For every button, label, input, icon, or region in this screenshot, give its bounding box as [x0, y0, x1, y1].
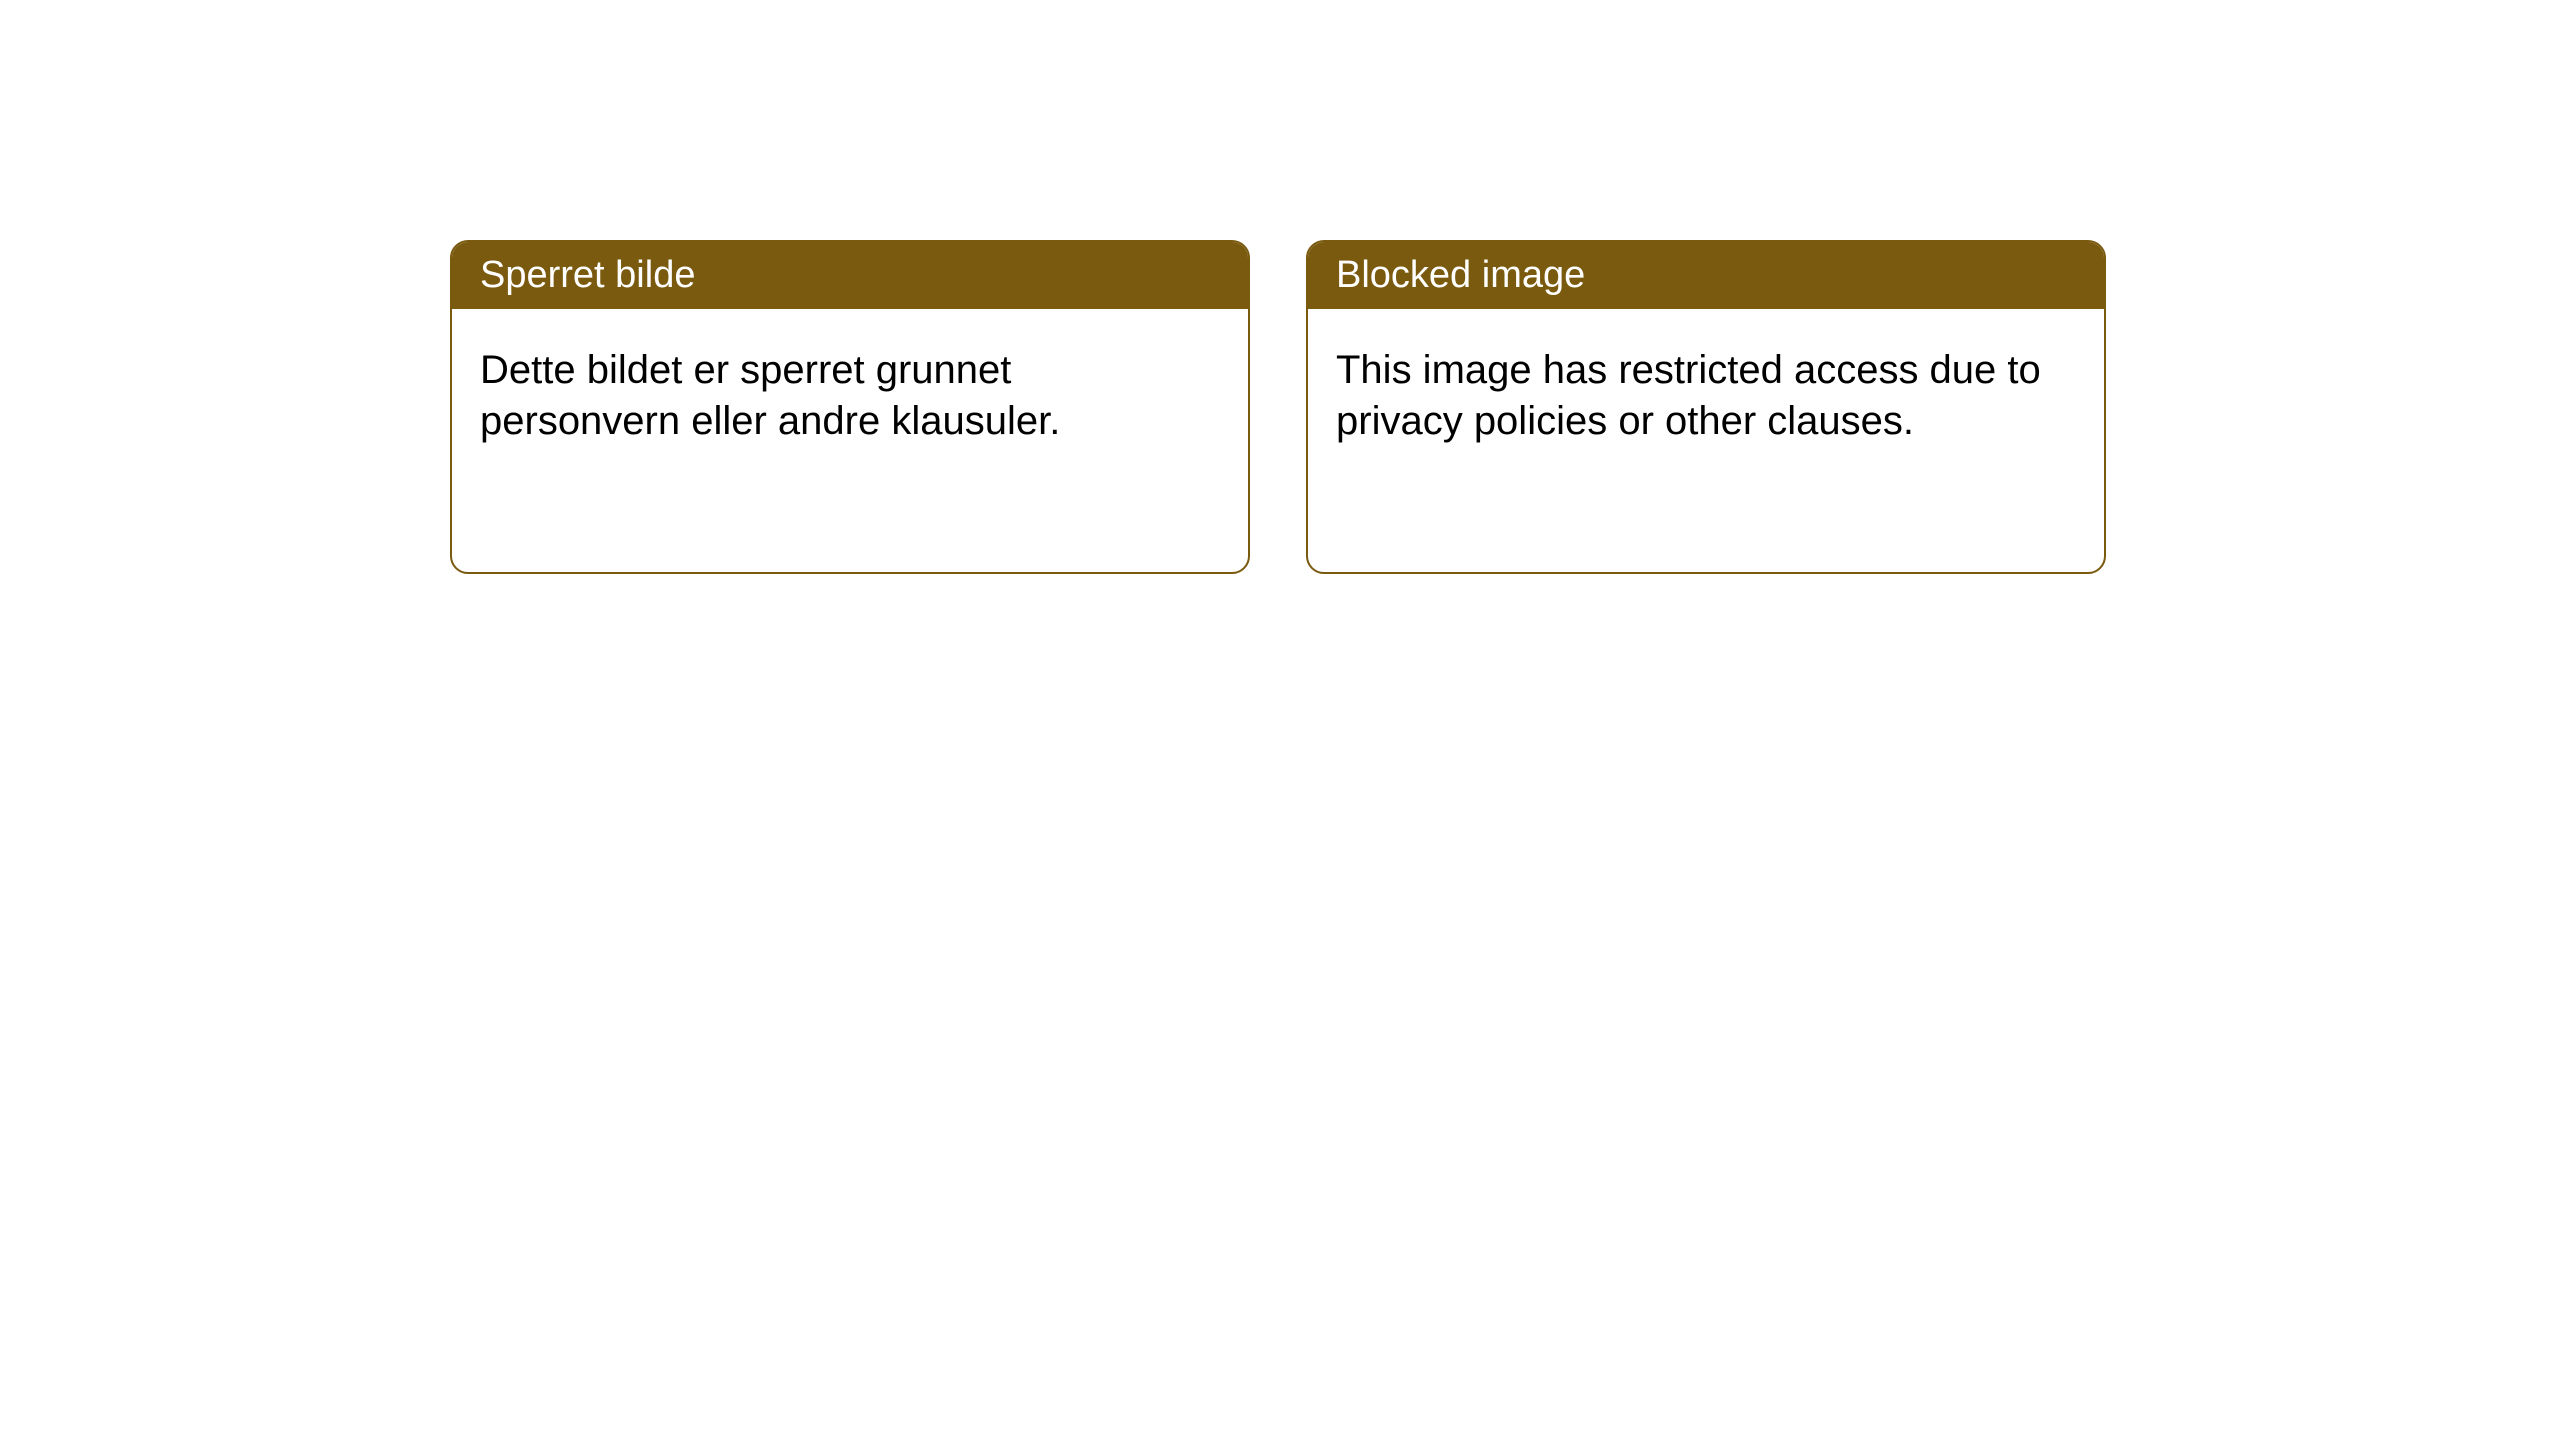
notice-body-english: This image has restricted access due to …	[1308, 309, 2104, 483]
notice-header-english: Blocked image	[1308, 242, 2104, 309]
notice-header-norwegian: Sperret bilde	[452, 242, 1248, 309]
notice-card-english: Blocked image This image has restricted …	[1306, 240, 2106, 574]
notice-container: Sperret bilde Dette bildet er sperret gr…	[0, 0, 2560, 574]
notice-card-norwegian: Sperret bilde Dette bildet er sperret gr…	[450, 240, 1250, 574]
notice-body-norwegian: Dette bildet er sperret grunnet personve…	[452, 309, 1248, 483]
